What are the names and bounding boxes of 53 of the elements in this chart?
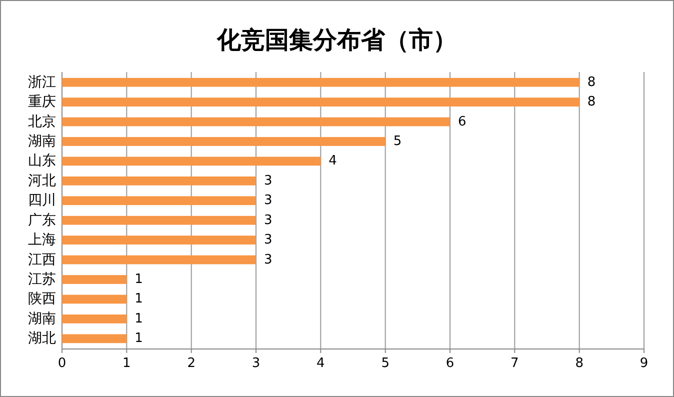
chart-title: 化竞国集分布省（市）	[216, 26, 457, 54]
data-label: 3	[264, 173, 272, 188]
bar	[62, 176, 256, 186]
bar	[62, 255, 256, 264]
x-tick-label: 2	[187, 356, 196, 371]
y-tick-label: 湖南	[28, 310, 56, 327]
data-label: 3	[264, 232, 272, 248]
y-tick-label: 江苏	[28, 272, 56, 288]
x-tick-label: 0	[58, 356, 66, 371]
x-tick-label: 1	[122, 356, 131, 371]
data-label: 8	[587, 74, 596, 90]
data-label: 1	[134, 272, 143, 288]
y-tick-label: 湖北	[28, 330, 56, 347]
x-tick-label: 6	[446, 356, 454, 371]
bar	[62, 196, 256, 206]
data-label: 5	[393, 134, 402, 149]
data-label: 8	[587, 94, 596, 110]
bar	[62, 117, 450, 126]
y-tick-label: 浙江	[28, 74, 56, 90]
x-tick-label: 9	[640, 356, 648, 371]
bar	[62, 156, 321, 166]
data-label: 4	[328, 154, 337, 169]
y-tick-label: 北京	[28, 114, 56, 130]
bar	[62, 78, 580, 87]
x-tick-label: 8	[575, 356, 584, 371]
data-label: 1	[134, 331, 143, 346]
y-tick-label: 河北	[28, 172, 56, 189]
y-tick-label: 陕西	[28, 291, 56, 308]
data-label: 3	[264, 212, 272, 228]
x-tick-label: 4	[316, 356, 325, 371]
data-label: 3	[264, 193, 272, 208]
y-tick-label: 广东	[28, 212, 56, 228]
y-tick-label: 湖南	[28, 133, 56, 150]
y-tick-label: 江西	[28, 252, 56, 268]
x-tick-label: 5	[381, 356, 390, 371]
bar	[62, 137, 386, 146]
data-label: 6	[458, 114, 466, 130]
y-tick-label: 四川	[28, 192, 56, 209]
y-tick-label: 山东	[28, 153, 56, 170]
bar	[62, 236, 256, 245]
bar	[62, 275, 127, 284]
y-tick-label: 重庆	[28, 94, 56, 110]
bar	[62, 98, 580, 106]
bar	[62, 216, 256, 225]
y-tick-label: 上海	[28, 232, 56, 248]
bar	[62, 314, 127, 324]
data-label: 1	[134, 292, 143, 307]
x-tick-label: 7	[510, 356, 519, 371]
bar	[62, 334, 127, 344]
data-label: 1	[134, 311, 143, 326]
data-label: 3	[264, 252, 272, 268]
x-tick-label: 3	[252, 356, 260, 371]
bar	[62, 294, 127, 304]
